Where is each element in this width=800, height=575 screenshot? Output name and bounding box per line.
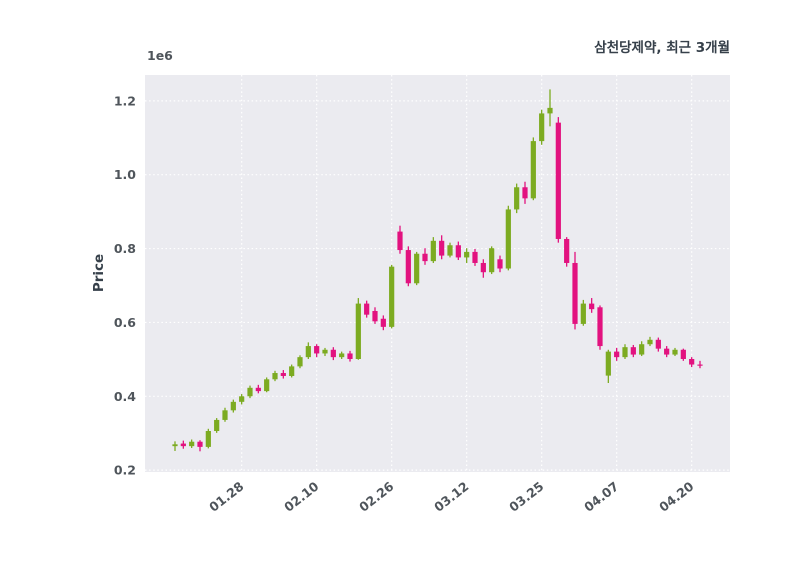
candle-body-up: [230, 401, 236, 411]
candle-body-up: [239, 396, 245, 402]
y-tick-label: 0.8: [114, 241, 136, 256]
candle-body-up: [430, 240, 436, 262]
candle-body-down: [422, 253, 428, 262]
candle-body-up: [464, 251, 470, 258]
candle-body-up: [355, 303, 361, 359]
candle-body-up: [530, 141, 536, 199]
candle-body-up: [414, 253, 420, 284]
candle-body-down: [555, 122, 561, 239]
x-tick-label: 01.28: [206, 479, 246, 515]
plot-panel: [145, 75, 730, 472]
candle-body-up: [547, 107, 553, 114]
candle-body-down: [347, 353, 353, 359]
candle-body-down: [472, 251, 478, 263]
candle-body-down: [280, 373, 286, 376]
candle-body-up: [297, 357, 303, 367]
candle-body-up: [247, 387, 253, 397]
candle-body-down: [480, 262, 486, 273]
y-tick-label: 0.2: [114, 463, 136, 478]
candle-body-down: [697, 364, 703, 366]
candle-body-down: [197, 441, 203, 447]
x-tick-label: 02.26: [356, 478, 397, 514]
candle-body-up: [622, 347, 628, 358]
candle-body-up: [647, 339, 653, 345]
candle-body-down: [589, 303, 595, 310]
candle-body-up: [447, 245, 453, 256]
chart-title: 삼천당제약, 최근 3개월: [594, 39, 730, 56]
y-tick-label: 0.6: [114, 315, 136, 330]
candle-body-up: [605, 351, 611, 376]
candle-body-up: [505, 209, 511, 269]
y-axis-title: Price: [91, 254, 107, 292]
candle-body-down: [655, 339, 661, 349]
candle-body-down: [572, 262, 578, 324]
candle-body-up: [305, 346, 311, 358]
candle-body-up: [172, 444, 178, 447]
candle-body-down: [689, 358, 695, 365]
y-tick-label: 1.0: [114, 167, 136, 182]
candle-body-up: [214, 419, 220, 432]
candle-body-down: [372, 310, 378, 322]
candle-body-up: [205, 431, 211, 447]
candle-body-up: [222, 410, 228, 420]
candle-body-down: [380, 318, 386, 327]
candle-body-up: [339, 353, 345, 358]
candle-body-up: [580, 303, 586, 324]
candle-body-down: [680, 349, 686, 359]
candle-body-up: [389, 266, 395, 327]
candle-body-down: [397, 231, 403, 251]
candle-body-up: [489, 248, 495, 273]
candle-body-up: [639, 344, 645, 355]
candles-layer: [172, 89, 703, 452]
candle-body-down: [255, 387, 261, 392]
candle-body-down: [597, 307, 603, 347]
candle-body-up: [189, 441, 195, 447]
candle-body-down: [314, 346, 320, 354]
x-tick-label: 04.20: [656, 478, 697, 514]
candle-body-down: [614, 351, 620, 358]
candle-body-down: [564, 238, 570, 263]
x-tick-label: 02.10: [281, 478, 322, 514]
candle-body-down: [405, 250, 411, 284]
candle-body-down: [180, 443, 186, 447]
x-tick-label: 03.12: [431, 479, 471, 515]
candle-body-up: [264, 379, 270, 392]
candle-body-down: [364, 303, 370, 315]
candle-body-up: [289, 366, 295, 376]
y-axis-scale-label: 1e6: [147, 48, 173, 63]
candle-body-up: [322, 349, 328, 354]
candle-body-down: [497, 259, 503, 269]
candle-body-up: [672, 349, 678, 355]
x-tick-label: 04.07: [581, 479, 621, 515]
candle-body-down: [664, 348, 670, 355]
x-axis-tick-labels: 01.28 02.10 02.26 03.12 03.25 04.07 04.20: [206, 478, 697, 514]
candle-body-up: [539, 113, 545, 142]
candle-body-down: [455, 245, 461, 258]
y-tick-label: 1.2: [114, 93, 136, 108]
candle-body-up: [272, 373, 278, 380]
y-axis-tick-labels: 0.2 0.4 0.6 0.8 1.0 1.2: [114, 93, 136, 477]
x-tick-label: 03.25: [506, 479, 546, 515]
y-tick-label: 0.4: [114, 389, 136, 404]
candle-body-down: [330, 349, 336, 358]
candle-body-down: [522, 187, 528, 199]
candle-body-up: [514, 187, 520, 210]
candle-body-down: [439, 240, 445, 256]
candle-body-down: [630, 347, 636, 355]
